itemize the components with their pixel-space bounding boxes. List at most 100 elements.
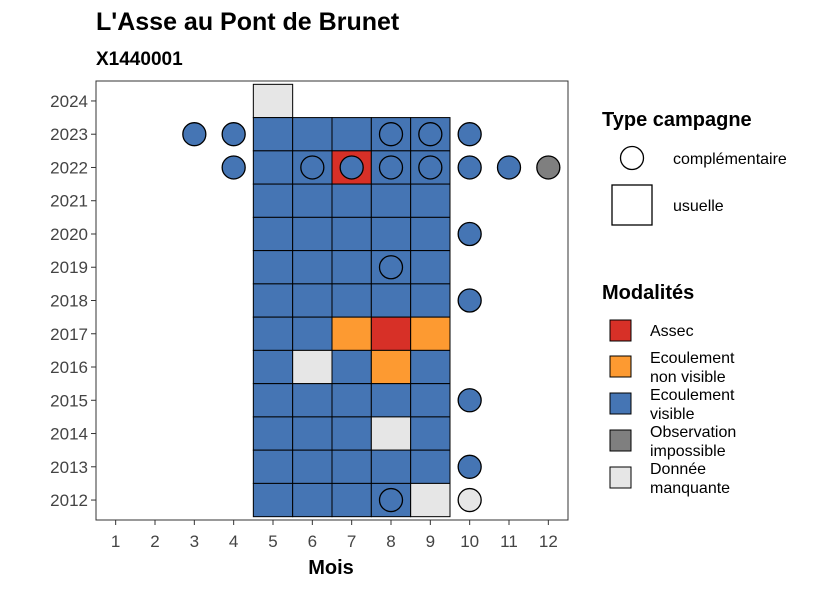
y-tick-label: 2012 [50, 491, 88, 510]
heatmap-cell [252, 416, 294, 451]
heatmap-cell [292, 117, 333, 152]
legend-swatch-ecoulement-visible [609, 392, 632, 415]
heatmap-cell [410, 449, 451, 484]
heatmap-cell [252, 150, 294, 185]
x-tick-label: 5 [268, 532, 277, 551]
heatmap-cell [252, 283, 294, 318]
heatmap-cell [370, 416, 412, 451]
x-tick-label: 6 [308, 532, 317, 551]
legend-swatch-ecoulement-non-visible [609, 355, 632, 378]
heatmap-cell [252, 383, 294, 418]
campaign-point [300, 155, 325, 180]
heatmap-cell [252, 482, 294, 518]
y-tick-label: 2022 [50, 158, 88, 177]
heatmap-cell [331, 482, 372, 518]
campaign-point [339, 155, 364, 180]
heatmap-cell [370, 349, 412, 385]
heatmap-cell [292, 449, 333, 484]
y-tick-label: 2019 [50, 258, 88, 277]
campaign-point [457, 122, 482, 147]
legend-modalite-label: Observation impossible [650, 424, 736, 460]
heatmap-cell [410, 349, 451, 385]
heatmap-cell [292, 250, 333, 285]
heatmap-cell [410, 250, 451, 285]
heatmap-cell [370, 449, 412, 484]
legend-type-title: Type campagne [602, 109, 752, 131]
legend-modalite-label: Ecoulement non visible [650, 350, 735, 386]
x-tick-label: 8 [386, 532, 395, 551]
campaign-point [378, 122, 404, 147]
heatmap-cell [331, 449, 372, 484]
y-tick-label: 2013 [50, 458, 88, 477]
heatmap-cell [410, 482, 451, 518]
chart-subtitle: X1440001 [96, 49, 183, 70]
campaign-point [496, 155, 522, 180]
heatmap-cell [410, 383, 451, 418]
x-tick-label: 9 [426, 532, 435, 551]
heatmap-cell [292, 349, 333, 385]
x-tick-label: 2 [150, 532, 159, 551]
x-tick-label: 12 [539, 532, 558, 551]
x-tick-label: 1 [111, 532, 120, 551]
heatmap-cell [331, 383, 372, 418]
legend-modalites-title: Modalités [602, 282, 694, 304]
heatmap-cell [252, 83, 294, 119]
x-tick-label: 3 [190, 532, 199, 551]
heatmap-cell [252, 216, 294, 252]
y-tick-label: 2023 [50, 125, 88, 144]
heatmap-cell [252, 449, 294, 484]
campaign-point [221, 122, 246, 147]
heatmap-cell [370, 283, 412, 318]
heatmap-cell [331, 216, 372, 252]
heatmap-cell [410, 183, 451, 218]
heatmap-cell [410, 416, 451, 451]
legend: Type campagne Modalités complémentaire us… [602, 109, 787, 497]
heatmap-cell [292, 216, 333, 252]
heatmap-cell [292, 183, 333, 218]
campaign-point [536, 155, 561, 180]
heatmap-cell [410, 283, 451, 318]
heatmap-cell [292, 283, 333, 318]
campaign-point [378, 155, 404, 180]
heatmap-cell [252, 117, 294, 152]
x-tick-label: 11 [500, 532, 518, 551]
legend-modalite-label: Ecoulement visible [650, 387, 735, 423]
heatmap-cell [292, 482, 333, 518]
heatmap-cell [292, 416, 333, 451]
campaign-point [457, 454, 482, 479]
x-axis-label: Mois [308, 557, 354, 579]
heatmap-cell [252, 349, 294, 385]
heatmap-cell [370, 383, 412, 418]
campaign-point [418, 155, 443, 180]
y-tick-label: 2014 [50, 425, 88, 444]
y-tick-label: 2017 [50, 325, 88, 344]
legend-swatch-donnee-manquante [609, 466, 632, 489]
heatmap-cell [331, 416, 372, 451]
heatmap-cell [331, 349, 372, 385]
plot-area: 2012 2013 2014 2015 2016 2017 2018 2019 2020 2021… [50, 80, 569, 551]
campaign-point [378, 255, 404, 280]
heatmap-cell [410, 216, 451, 252]
heatmap-cell [252, 183, 294, 218]
y-tick-label: 2015 [50, 391, 88, 410]
campaign-point [182, 122, 207, 147]
x-tick-label: 7 [347, 532, 356, 551]
legend-swatch-assec [609, 319, 632, 342]
heatmap-cell [331, 183, 372, 218]
campaign-point [221, 155, 246, 180]
campaign-point [457, 288, 482, 313]
heatmap-cell [331, 117, 372, 152]
legend-type-label: usuelle [673, 198, 724, 215]
heatmap-cell [292, 316, 333, 351]
heatmap-cell [370, 183, 412, 218]
heatmap-cell [331, 250, 372, 285]
campaign-point [457, 487, 482, 513]
y-tick-label: 2021 [50, 192, 88, 211]
legend-modalite-label: Assec [650, 323, 694, 340]
heatmap-cell [331, 283, 372, 318]
y-tick-label: 2018 [50, 292, 88, 311]
campaign-point [378, 487, 404, 513]
legend-type-label: complémentaire [673, 151, 787, 168]
y-tick-label: 2024 [50, 92, 88, 111]
